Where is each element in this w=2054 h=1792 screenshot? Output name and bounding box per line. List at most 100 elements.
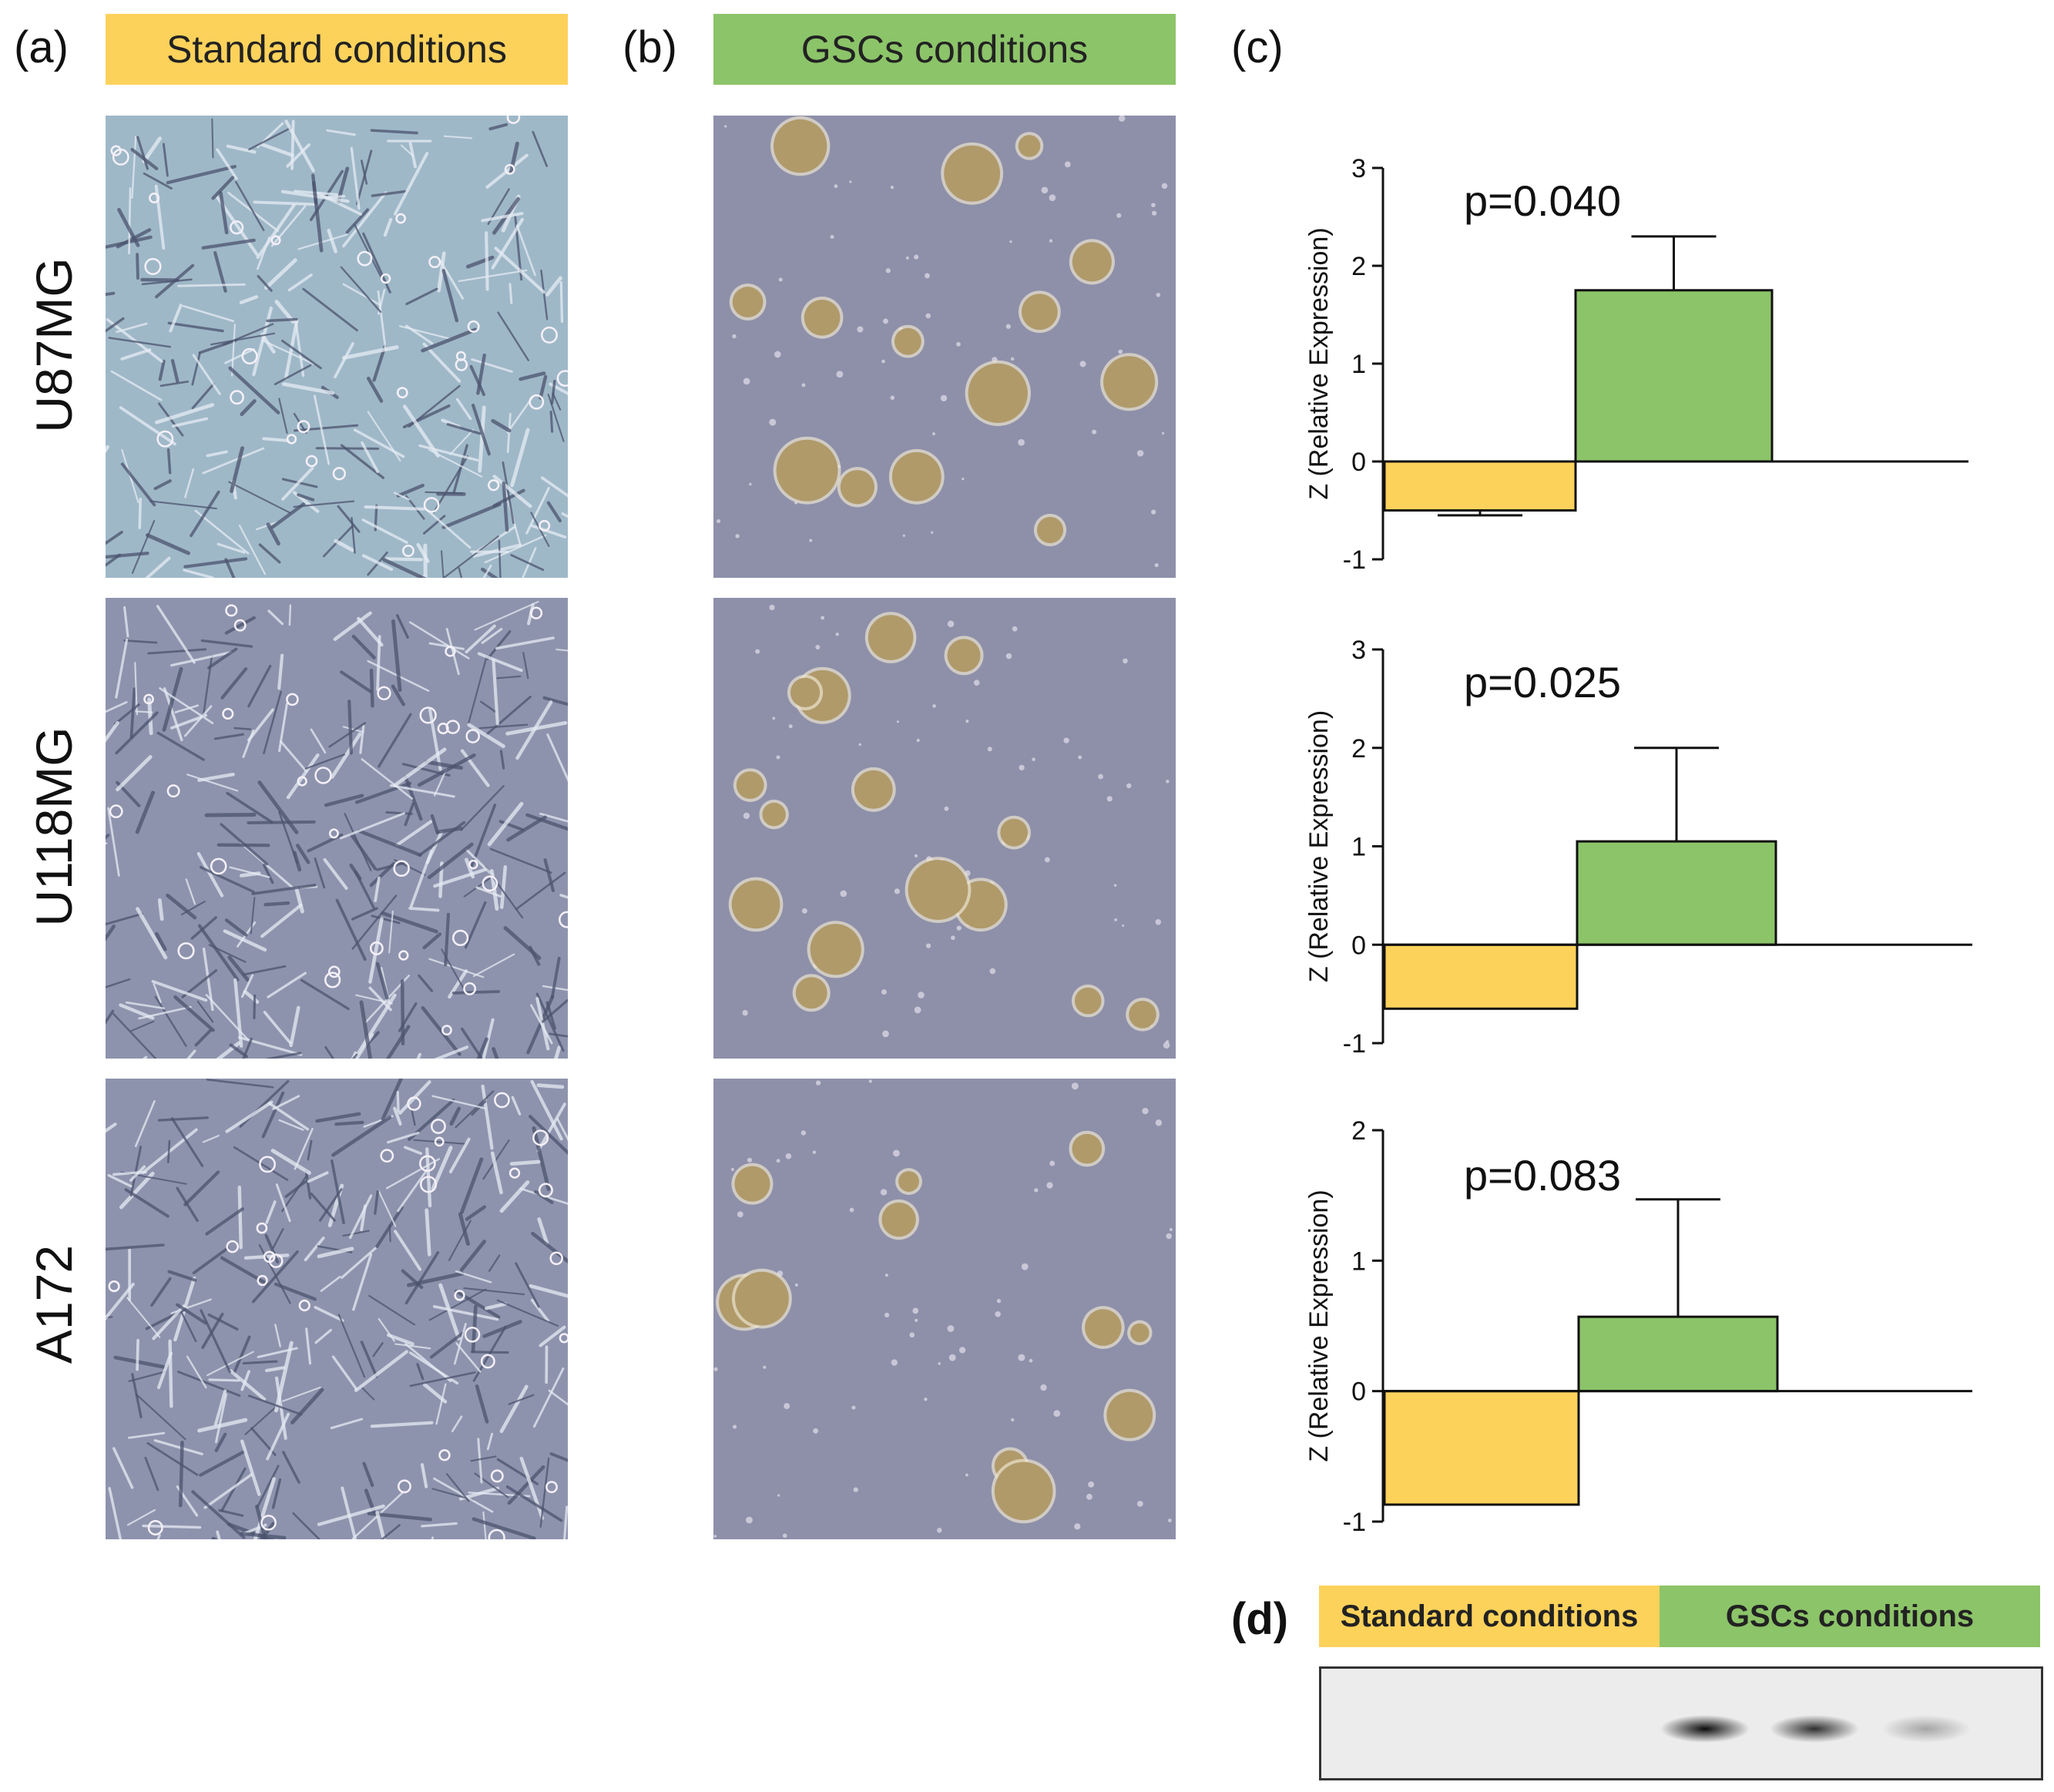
cell-body bbox=[149, 192, 160, 203]
cell-shape bbox=[190, 916, 217, 940]
debris bbox=[776, 1159, 780, 1163]
cell-shape bbox=[106, 721, 119, 743]
cell-shape bbox=[149, 500, 217, 510]
cell-shape bbox=[138, 1005, 192, 1020]
debris bbox=[1044, 857, 1050, 863]
debris bbox=[1122, 924, 1125, 927]
cell-shape bbox=[155, 403, 215, 425]
cell-shape bbox=[394, 1230, 422, 1271]
cell-shape bbox=[460, 749, 490, 787]
cell-shape bbox=[393, 492, 411, 501]
cell-shape bbox=[330, 1418, 364, 1430]
cell-shape bbox=[256, 203, 296, 260]
debris bbox=[956, 341, 961, 347]
gsc-conditions-banner: GSCs conditions bbox=[713, 14, 1176, 85]
cell-shape bbox=[325, 195, 346, 199]
neurosphere bbox=[854, 770, 893, 809]
micrograph-gsc-u118mg bbox=[713, 598, 1176, 1059]
cell-shape bbox=[119, 1171, 155, 1210]
cell-shape bbox=[228, 1369, 267, 1401]
cell-shape bbox=[251, 884, 317, 895]
cell-shape bbox=[145, 533, 190, 555]
cell-shape bbox=[530, 1079, 563, 1141]
cell-shape bbox=[191, 352, 201, 386]
cell-shape bbox=[422, 932, 442, 950]
cell-body bbox=[226, 1240, 239, 1253]
debris bbox=[1049, 194, 1056, 202]
cell-shape bbox=[186, 1049, 196, 1059]
cell-shape bbox=[131, 1373, 143, 1419]
y-tick-label: -1 bbox=[1343, 545, 1366, 575]
cell-body bbox=[419, 1155, 436, 1173]
cell-shape bbox=[377, 290, 387, 351]
cell-shape bbox=[156, 1351, 173, 1390]
cell-body bbox=[434, 1136, 445, 1147]
cell-shape bbox=[506, 815, 547, 842]
cell-shape bbox=[435, 1383, 447, 1425]
debris bbox=[1074, 1523, 1081, 1530]
cell-shape bbox=[502, 461, 515, 525]
cell-shape bbox=[485, 231, 489, 291]
cell-shape bbox=[519, 371, 546, 381]
micrograph-gsc-a172 bbox=[713, 1079, 1176, 1539]
debris bbox=[782, 1533, 787, 1539]
cell-shape bbox=[471, 403, 491, 456]
cell-body bbox=[110, 145, 122, 156]
cell-shape bbox=[334, 342, 354, 379]
cell-shape bbox=[559, 280, 564, 323]
cell-body bbox=[324, 972, 341, 988]
cell-shape bbox=[475, 1384, 489, 1424]
cell-shape bbox=[455, 1270, 492, 1284]
cell-shape bbox=[536, 1083, 565, 1089]
cell-shape bbox=[382, 558, 428, 578]
cell-shape bbox=[471, 1100, 487, 1116]
cell-body bbox=[233, 619, 247, 632]
cell-shape bbox=[251, 1250, 299, 1304]
cell-shape bbox=[200, 639, 253, 648]
cell-shape bbox=[235, 180, 265, 232]
cell-shape bbox=[229, 866, 270, 878]
cell-shape bbox=[324, 794, 364, 807]
cell-shape bbox=[270, 205, 307, 247]
debris bbox=[1161, 183, 1168, 190]
cell-shape bbox=[485, 1302, 508, 1310]
cell-body bbox=[166, 784, 180, 798]
cell-shape bbox=[549, 410, 554, 433]
debris bbox=[732, 334, 737, 339]
cell-shape bbox=[401, 1269, 424, 1290]
cell-body bbox=[441, 1025, 452, 1035]
cell-shape bbox=[112, 1170, 147, 1176]
neurosphere bbox=[810, 924, 861, 975]
debris bbox=[1114, 918, 1118, 921]
cell-shape bbox=[448, 1220, 472, 1261]
cell-shape bbox=[143, 172, 173, 190]
debris bbox=[849, 180, 852, 183]
cell-shape bbox=[482, 1139, 510, 1180]
cell-shape bbox=[340, 444, 385, 479]
cell-shape bbox=[281, 339, 322, 370]
debris bbox=[884, 1274, 888, 1277]
cell-body bbox=[455, 351, 466, 361]
cell-shape bbox=[134, 1099, 156, 1147]
cell-shape bbox=[408, 621, 470, 659]
cell-shape bbox=[342, 726, 364, 733]
cell-shape bbox=[468, 655, 488, 724]
cell-shape bbox=[453, 1323, 467, 1365]
cell-body bbox=[369, 941, 384, 955]
debris bbox=[743, 812, 750, 820]
cell-shape bbox=[230, 446, 244, 493]
cell-shape bbox=[519, 1187, 568, 1205]
micrograph-background bbox=[713, 116, 1176, 578]
cell-shape bbox=[293, 500, 355, 508]
cell-shape bbox=[495, 636, 555, 650]
cell-shape bbox=[216, 1041, 241, 1059]
cell-shape bbox=[141, 278, 193, 286]
debris bbox=[914, 254, 919, 260]
cell-shape bbox=[257, 780, 299, 834]
debris bbox=[1071, 1082, 1079, 1090]
cell-shape bbox=[173, 995, 215, 1032]
cell-shape bbox=[411, 1108, 416, 1126]
cell-shape bbox=[530, 1298, 550, 1323]
cell-shape bbox=[106, 551, 149, 559]
cell-shape bbox=[416, 1363, 425, 1381]
